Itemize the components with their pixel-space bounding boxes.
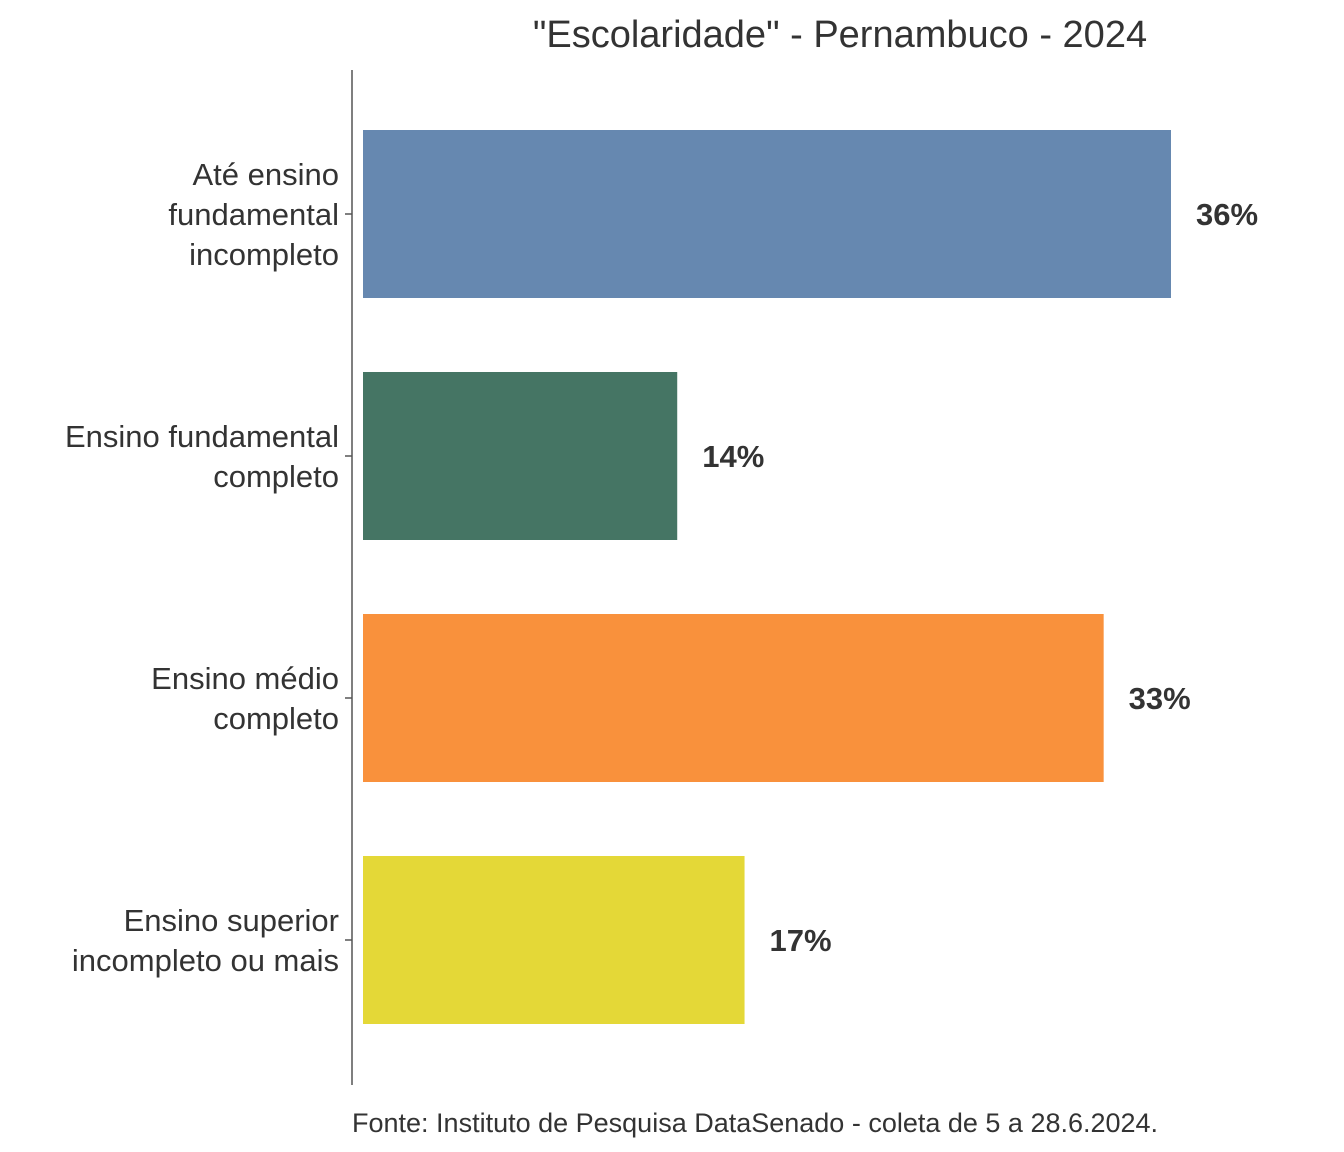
value-label-1: 36%	[1196, 197, 1258, 232]
category-labels-group: Até ensino fundamental incompleto Ensino fu…	[65, 157, 352, 978]
value-label-3: 33%	[1129, 681, 1191, 716]
category-label-4: Ensino superior incompleto ou mais	[72, 903, 339, 978]
category-label-1: Até ensino fundamental incompleto	[168, 157, 339, 272]
value-label-4: 17%	[770, 923, 832, 958]
source-note: Fonte: Instituto de Pesquisa DataSenado …	[352, 1108, 1158, 1138]
bar-1	[363, 130, 1171, 298]
chart-title: "Escolaridade" - Pernambuco - 2024	[533, 14, 1147, 56]
value-labels-group: 36% 14% 33% 17%	[702, 197, 1258, 958]
value-label-2: 14%	[702, 439, 764, 474]
bar-4	[363, 856, 745, 1024]
category-label-2: Ensino fundamental completo	[65, 419, 339, 494]
bar-3	[363, 614, 1104, 782]
bars-group	[363, 130, 1171, 1024]
category-label-3: Ensino médio completo	[151, 661, 339, 736]
bar-2	[363, 372, 678, 540]
